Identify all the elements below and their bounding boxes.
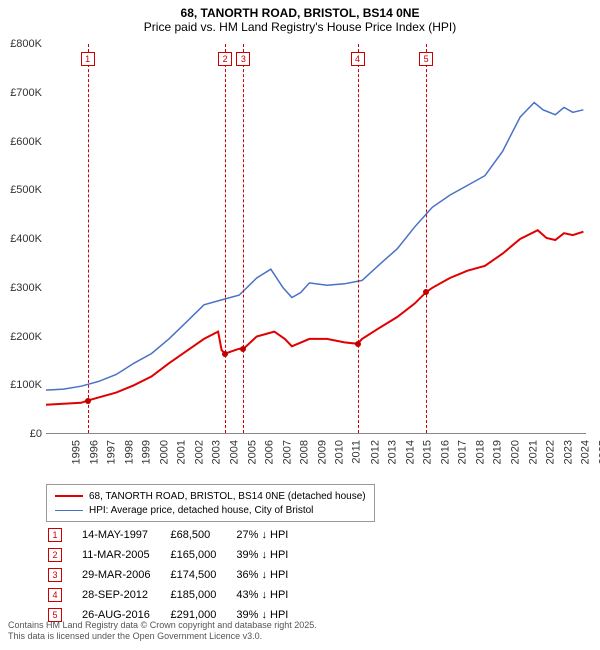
sale-date-cell: 29-MAR-2006 <box>82 566 168 584</box>
table-row: 3 29-MAR-2006£174,50036% ↓ HPI <box>48 566 306 584</box>
sale-marker-line <box>225 44 226 433</box>
sale-marker-line <box>243 44 244 433</box>
chart-subtitle: Price paid vs. HM Land Registry's House … <box>0 20 600 38</box>
sale-marker-badge: 1 <box>81 52 95 66</box>
chart-title: 68, TANORTH ROAD, BRISTOL, BS14 0NE <box>0 0 600 20</box>
sale-index-badge: 3 <box>48 568 62 582</box>
legend-label: 68, TANORTH ROAD, BRISTOL, BS14 0NE (det… <box>89 491 366 502</box>
legend-label: HPI: Average price, detached house, City… <box>89 505 313 516</box>
legend-row: 68, TANORTH ROAD, BRISTOL, BS14 0NE (det… <box>55 489 366 503</box>
sales-table: 1 14-MAY-1997£68,50027% ↓ HPI 2 11-MAR-2005… <box>46 524 308 626</box>
sale-price-cell: £185,000 <box>170 586 234 604</box>
sale-index-badge: 4 <box>48 588 62 602</box>
x-axis-labels: 1995199619971998199920002001200220032004… <box>46 436 586 476</box>
legend-swatch-icon <box>55 495 83 497</box>
sale-date-cell: 28-SEP-2012 <box>82 586 168 604</box>
sale-marker-line <box>88 44 89 433</box>
chart-plot-area: 12345 <box>46 44 586 434</box>
legend-box: 68, TANORTH ROAD, BRISTOL, BS14 0NE (det… <box>46 484 375 522</box>
y-tick-label: £200K <box>0 331 42 343</box>
sale-index-badge: 1 <box>48 528 62 542</box>
series-line-price_paid <box>46 230 583 405</box>
chart-container: 68, TANORTH ROAD, BRISTOL, BS14 0NE Pric… <box>0 0 600 650</box>
sale-marker-dot-icon <box>423 289 429 295</box>
sale-date-cell: 14-MAY-1997 <box>82 526 168 544</box>
sale-marker-line <box>358 44 359 433</box>
sale-marker-dot-icon <box>222 351 228 357</box>
sale-index-badge: 2 <box>48 548 62 562</box>
y-tick-label: £600K <box>0 136 42 148</box>
sale-index-cell: 2 <box>48 546 80 564</box>
sale-marker-badge: 4 <box>351 52 365 66</box>
sale-index-cell: 1 <box>48 526 80 544</box>
sale-price-cell: £174,500 <box>170 566 234 584</box>
chart-svg <box>46 44 586 434</box>
y-tick-label: £500K <box>0 184 42 196</box>
y-tick-label: £400K <box>0 233 42 245</box>
sale-marker-dot-icon <box>355 341 361 347</box>
sale-delta-cell: 39% ↓ HPI <box>236 546 306 564</box>
y-tick-label: £300K <box>0 282 42 294</box>
footnote-line: This data is licensed under the Open Gov… <box>8 631 317 642</box>
sale-marker-badge: 5 <box>419 52 433 66</box>
table-row: 4 28-SEP-2012£185,00043% ↓ HPI <box>48 586 306 604</box>
sale-delta-cell: 36% ↓ HPI <box>236 566 306 584</box>
footnote: Contains HM Land Registry data © Crown c… <box>8 620 317 642</box>
y-tick-label: £700K <box>0 87 42 99</box>
table-row: 2 11-MAR-2005£165,00039% ↓ HPI <box>48 546 306 564</box>
sale-delta-cell: 43% ↓ HPI <box>236 586 306 604</box>
sale-marker-badge: 2 <box>218 52 232 66</box>
sale-index-cell: 3 <box>48 566 80 584</box>
sale-delta-cell: 27% ↓ HPI <box>236 526 306 544</box>
sale-marker-line <box>426 44 427 433</box>
legend-row: HPI: Average price, detached house, City… <box>55 503 366 517</box>
series-line-hpi <box>46 103 583 391</box>
sale-price-cell: £68,500 <box>170 526 234 544</box>
sale-price-cell: £165,000 <box>170 546 234 564</box>
sale-index-cell: 4 <box>48 586 80 604</box>
sale-marker-dot-icon <box>240 346 246 352</box>
footnote-line: Contains HM Land Registry data © Crown c… <box>8 620 317 631</box>
sale-marker-badge: 3 <box>236 52 250 66</box>
sale-marker-dot-icon <box>85 398 91 404</box>
sale-date-cell: 11-MAR-2005 <box>82 546 168 564</box>
legend-swatch-icon <box>55 510 83 511</box>
y-tick-label: £800K <box>0 38 42 50</box>
table-row: 1 14-MAY-1997£68,50027% ↓ HPI <box>48 526 306 544</box>
y-tick-label: £100K <box>0 379 42 391</box>
y-tick-label: £0 <box>0 428 42 440</box>
